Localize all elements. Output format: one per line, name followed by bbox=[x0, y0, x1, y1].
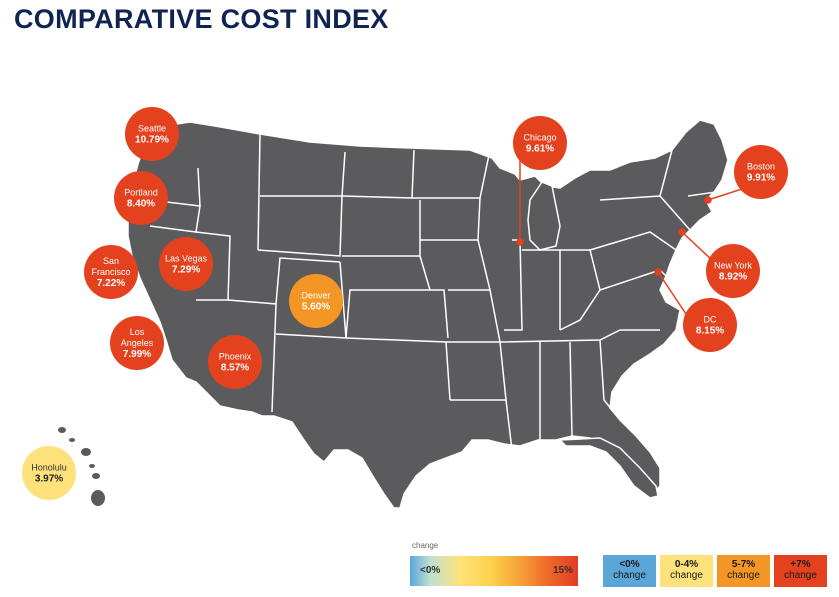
legend-gradient-min: <0% bbox=[420, 565, 441, 576]
city-name-label: Phoenix bbox=[219, 352, 252, 362]
city-name-label: San bbox=[103, 256, 119, 266]
city-name-label: Francisco bbox=[91, 267, 130, 277]
legend-gradient-label: change bbox=[412, 541, 439, 550]
florida bbox=[558, 437, 659, 499]
city-name-label: Los bbox=[130, 327, 145, 337]
city-name-label: New York bbox=[714, 261, 753, 271]
city-bubble bbox=[734, 145, 788, 199]
city-value-label: 9.61% bbox=[526, 144, 554, 155]
city-bubble bbox=[84, 245, 138, 299]
city-value-label: 8.40% bbox=[127, 199, 155, 210]
legend-gradient-max: 15% bbox=[552, 565, 573, 576]
city-marker-dc: DC8.15% bbox=[683, 298, 737, 352]
city-bubble bbox=[513, 116, 567, 170]
city-bubble bbox=[683, 298, 737, 352]
connector-lines bbox=[516, 159, 746, 321]
city-name-label: Seattle bbox=[138, 124, 166, 134]
city-value-label: 5.60% bbox=[302, 302, 330, 313]
city-value-label: 10.79% bbox=[135, 135, 169, 146]
city-name-label: Boston bbox=[747, 162, 775, 172]
legend-gradient-bar: <0% 15% bbox=[410, 556, 578, 586]
city-name-label: Chicago bbox=[523, 133, 556, 143]
city-name-label: Las Vegas bbox=[165, 254, 208, 264]
city-bubble bbox=[208, 335, 262, 389]
city-bubble bbox=[706, 244, 760, 298]
city-value-label: 7.99% bbox=[123, 349, 151, 360]
legend-swatch-low: 0-4% change bbox=[660, 555, 713, 587]
city-value-label: 7.22% bbox=[97, 278, 125, 289]
hawaii-islands bbox=[58, 427, 105, 506]
city-bubble bbox=[289, 274, 343, 328]
city-bubble bbox=[125, 107, 179, 161]
city-value-label: 8.15% bbox=[696, 326, 724, 337]
city-value-label: 3.97% bbox=[35, 474, 63, 485]
city-name-label: Angeles bbox=[121, 338, 154, 348]
city-name-label: Honolulu bbox=[31, 463, 67, 473]
city-value-label: 7.29% bbox=[172, 265, 200, 276]
legend-swatch-high: +7% change bbox=[774, 555, 827, 587]
legend-swatch-negative: <0% change bbox=[603, 555, 656, 587]
city-bubble bbox=[159, 237, 213, 291]
us-mainland bbox=[127, 119, 729, 509]
city-bubble bbox=[22, 446, 76, 500]
city-value-label: 9.91% bbox=[747, 173, 775, 184]
state-borders bbox=[149, 133, 717, 451]
city-bubble bbox=[110, 316, 164, 370]
city-name-label: DC bbox=[704, 315, 717, 325]
legend-swatch-mid: 5-7% change bbox=[717, 555, 770, 587]
city-value-label: 8.92% bbox=[719, 272, 747, 283]
city-name-label: Portland bbox=[124, 188, 158, 198]
city-name-label: Denver bbox=[301, 291, 330, 301]
city-bubble bbox=[114, 171, 168, 225]
map-title: COMPARATIVE COST INDEX bbox=[14, 4, 389, 34]
city-value-label: 8.57% bbox=[221, 363, 249, 374]
michigan bbox=[527, 181, 561, 251]
